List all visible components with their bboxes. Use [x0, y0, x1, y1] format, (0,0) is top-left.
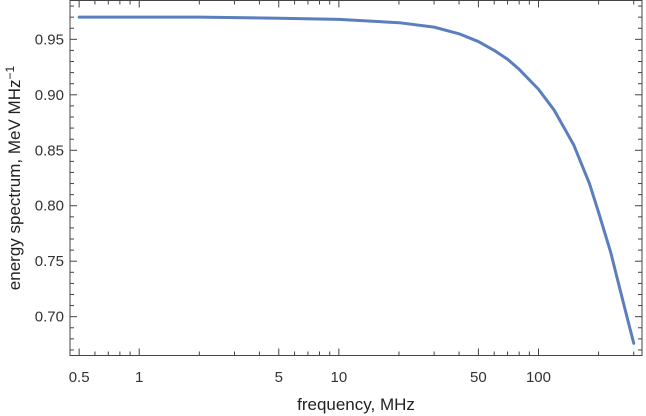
y-tick-label: 0.80: [35, 198, 64, 215]
x-axis-title: frequency, MHz: [297, 395, 415, 414]
y-tick-label: 0.95: [35, 31, 64, 48]
y-axis-ticks: 0.70 0.75 0.80 0.85 0.90 0.95: [35, 5, 642, 351]
series-line: [77, 15, 636, 345]
y-tick-label: 0.90: [35, 87, 64, 104]
x-tick-label: 1: [135, 369, 143, 386]
x-tick-label: 100: [526, 369, 551, 386]
x-tick-label: 50: [470, 369, 487, 386]
y-tick-label: 0.85: [35, 142, 64, 159]
y-axis-title-main: energy spectrum, MeV MHz: [5, 80, 24, 291]
y-axis-title-superscript: −1: [3, 65, 17, 79]
plot-frame: [69, 0, 643, 356]
x-tick-label: 5: [275, 369, 283, 386]
y-axis-title: energy spectrum, MeV MHz−1: [3, 65, 24, 290]
series-layer: [77, 15, 636, 345]
x-axis-ticks: 0.5 1 5 10 50 100: [69, 0, 635, 386]
x-tick-label: 10: [331, 369, 348, 386]
x-tick-label: 0.5: [69, 369, 90, 386]
y-tick-label: 0.75: [35, 253, 64, 270]
y-tick-label: 0.70: [35, 309, 64, 326]
